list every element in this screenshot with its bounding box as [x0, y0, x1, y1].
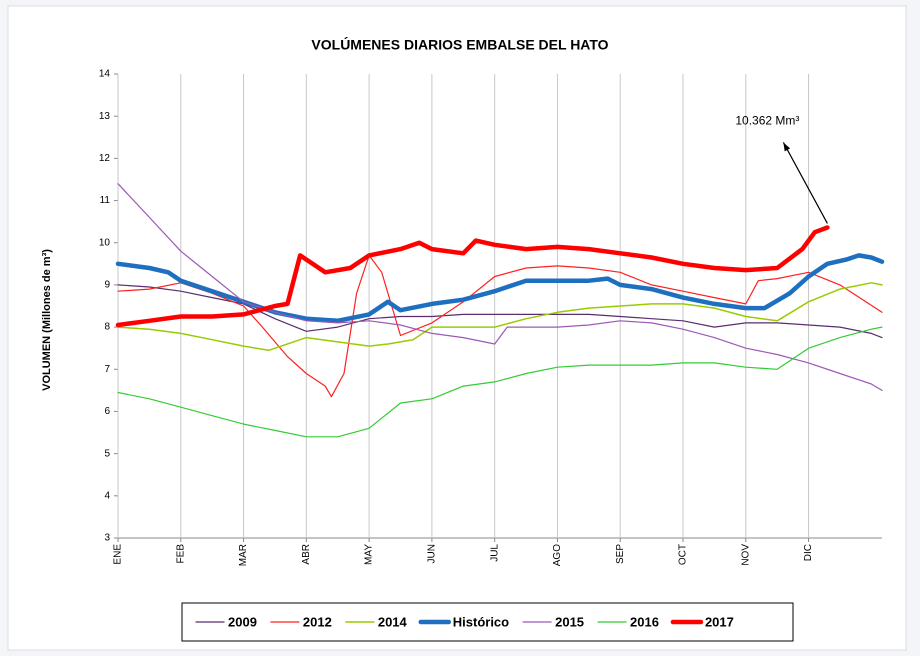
y-tick-label: 13	[99, 111, 111, 122]
legend-label: 2017	[705, 614, 734, 629]
legend-label: 2014	[378, 614, 408, 629]
x-tick-label: MAY	[364, 544, 375, 565]
annotation-arrow	[782, 142, 828, 224]
x-tick-label: ABR	[301, 544, 312, 565]
y-tick-label: 8	[104, 322, 110, 333]
series-line	[117, 284, 883, 339]
x-tick-label: MAR	[238, 544, 249, 566]
y-tick-label: 9	[104, 280, 110, 291]
y-tick-label: 4	[104, 490, 110, 501]
y-tick-label: 10	[99, 237, 111, 248]
x-tick-label: AGO	[552, 544, 563, 566]
x-tick-label: NOV	[740, 544, 751, 566]
y-tick-label: 3	[104, 533, 110, 544]
annotation-label: 10.362 Mm³	[735, 114, 799, 128]
legend-label: 2016	[630, 614, 659, 629]
series-line	[117, 282, 883, 352]
series-line	[117, 326, 883, 438]
x-tick-label: ENE	[113, 544, 124, 565]
series-line	[115, 225, 830, 328]
y-tick-label: 14	[99, 69, 111, 80]
y-tick-label: 12	[99, 153, 111, 164]
y-tick-label: 7	[104, 364, 110, 375]
annotation-arrowhead	[783, 142, 791, 152]
x-tick-label: JUN	[427, 544, 438, 563]
chart-title: VOLÚMENES DIARIOS EMBALSE DEL HATO	[311, 36, 608, 53]
x-tick-label: DIC	[803, 544, 814, 561]
legend-label: 2015	[555, 614, 584, 629]
x-tick-label: OCT	[678, 544, 689, 565]
legend-label: 2012	[303, 614, 332, 629]
y-axis-label: VOLUMEN (Millones de m³)	[41, 249, 53, 391]
x-tick-label: JUL	[489, 544, 500, 562]
y-tick-label: 6	[104, 406, 110, 417]
series-line	[117, 254, 883, 398]
legend-label: Histórico	[453, 614, 509, 629]
series-line	[117, 183, 883, 391]
x-tick-label: SEP	[615, 544, 626, 564]
legend-label: 2009	[228, 614, 257, 629]
y-tick-label: 11	[100, 195, 111, 206]
chart-panel	[7, 5, 907, 651]
x-tick-label: FEB	[175, 544, 186, 564]
y-tick-label: 5	[104, 448, 110, 459]
